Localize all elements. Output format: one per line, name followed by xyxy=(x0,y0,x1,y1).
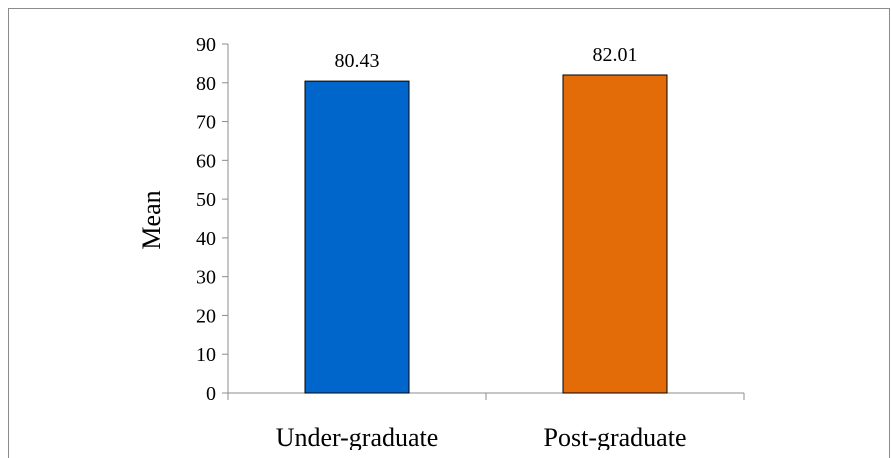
bar-post-graduate xyxy=(562,74,668,394)
y-axis: 0 10 20 30 40 50 60 70 80 90 xyxy=(196,34,229,405)
y-tick-label: 70 xyxy=(196,112,216,134)
y-tick-label: 20 xyxy=(196,305,216,327)
data-label: 80.43 xyxy=(335,50,380,72)
y-tick-label: 40 xyxy=(196,228,216,250)
bars xyxy=(304,74,668,394)
data-label: 82.01 xyxy=(593,44,638,66)
y-tick-label: 90 xyxy=(196,34,216,56)
x-axis: Under-graduate Post-graduate xyxy=(227,392,745,450)
y-tick-label: 0 xyxy=(206,383,216,405)
x-category-label: Post-graduate xyxy=(544,423,687,450)
y-tick-label: 60 xyxy=(196,150,216,172)
bar-under-graduate xyxy=(304,80,410,394)
y-tick-label: 10 xyxy=(196,344,216,366)
y-axis-title: Mean xyxy=(137,190,166,249)
y-tick-label: 50 xyxy=(196,189,216,211)
x-category-label: Under-graduate xyxy=(276,423,439,450)
chart-frame xyxy=(8,8,890,458)
y-tick-label: 80 xyxy=(196,73,216,95)
y-tick-label: 30 xyxy=(196,267,216,289)
data-labels: 80.43 82.01 xyxy=(335,44,638,72)
